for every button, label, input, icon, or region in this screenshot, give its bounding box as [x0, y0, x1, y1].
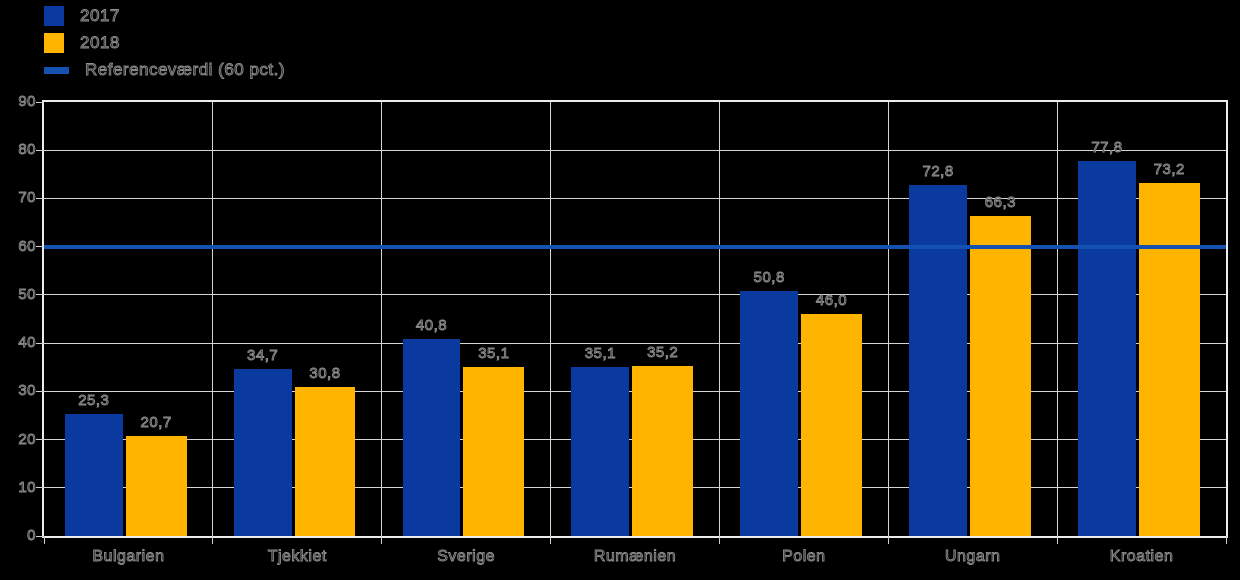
- bar-label-2017-polen: 50,8: [753, 269, 785, 287]
- x-axis-label-rum-nien: Rumænien: [593, 548, 677, 566]
- y-axis-tick-label: 50: [18, 285, 36, 303]
- x-axis-label-sverige: Sverige: [437, 548, 495, 566]
- legend-swatch-reference-line: [44, 66, 69, 74]
- bar-2017-bulgarien: [64, 414, 123, 536]
- bar-label-2018-sverige: 35,1: [478, 344, 510, 362]
- legend-swatch-2017: [44, 6, 64, 26]
- bar-label-2017-sverige: 40,8: [415, 317, 448, 335]
- y-axis-tick-mark: [36, 439, 44, 441]
- bar-label-2018-kroatien: 73,2: [1153, 161, 1185, 179]
- bar-label-2018-bulgarien: 20,7: [140, 414, 172, 432]
- y-axis-tick-label: 30: [18, 382, 36, 400]
- x-axis-label-tjekkiet: Tjekkiet: [267, 548, 327, 566]
- gridline-vertical: [887, 102, 889, 536]
- bar-2017-rum-nien: [571, 366, 630, 536]
- bar-2018-polen: [801, 314, 862, 536]
- y-axis-tick-label: 80: [18, 141, 36, 159]
- category-ungarn: 72,8 66,3 Ungarn: [888, 102, 1057, 565]
- bar-2018-bulgarien: [125, 436, 187, 536]
- legend-item-2017: 2017: [44, 6, 285, 26]
- gridline-vertical: [212, 102, 214, 536]
- x-axis-tick-mark: [381, 536, 383, 544]
- gridline-horizontal: [44, 197, 1226, 199]
- category-tjekkiet: 34,7 30,8 Tjekkiet: [213, 102, 382, 565]
- y-axis-tick-mark: [36, 197, 44, 199]
- y-axis-tick-label: 70: [18, 189, 36, 207]
- legend-label-reference-line: Referenceværdi (60 pct.): [85, 60, 286, 80]
- bar-label-2018-polen: 46,0: [815, 292, 848, 310]
- reference-line: [44, 244, 1226, 249]
- bar-2017-kroatien: [1078, 160, 1136, 536]
- gridline-vertical: [381, 102, 383, 536]
- gridline-vertical: [550, 102, 552, 536]
- y-axis-tick-label: 90: [18, 93, 36, 111]
- bar-label-2017-bulgarien: 25,3: [78, 392, 110, 410]
- bar-2017-tjekkiet: [233, 368, 292, 536]
- gridline-vertical: [1056, 102, 1058, 536]
- x-axis-tick-mark: [718, 536, 720, 544]
- category-sverige: 40,8 35,1 Sverige: [382, 102, 551, 565]
- y-axis-tick-label: 40: [18, 334, 36, 352]
- x-axis-tick-mark: [887, 536, 889, 544]
- bar-label-2018-rum-nien: 35,2: [647, 344, 679, 362]
- bar-2017-ungarn: [909, 184, 967, 536]
- gridline-horizontal: [44, 294, 1226, 296]
- bar-2018-kroatien: [1138, 183, 1200, 536]
- bar-2018-rum-nien: [632, 366, 694, 536]
- y-axis-tick-label: 20: [18, 430, 36, 448]
- x-axis-label-ungarn: Ungarn: [944, 548, 1001, 566]
- bar-label-2017-ungarn: 72,8: [922, 162, 954, 181]
- x-axis-label-bulgarien: Bulgarien: [92, 548, 165, 566]
- y-axis-tick-mark: [36, 246, 44, 248]
- legend-item-2018: 2018: [44, 33, 285, 53]
- bar-label-2017-kroatien: 77,8: [1091, 138, 1123, 156]
- gridline-horizontal: [44, 342, 1226, 344]
- gridline-vertical: [718, 102, 720, 536]
- bar-2018-ungarn: [970, 216, 1031, 536]
- bar-label-2018-ungarn: 66,3: [984, 194, 1016, 212]
- x-axis-label-kroatien: Kroatien: [1109, 548, 1174, 566]
- x-axis-tick-mark: [1225, 536, 1227, 544]
- x-axis-tick-mark: [212, 536, 214, 544]
- x-axis-label-polen: Polen: [782, 548, 826, 566]
- y-axis-tick-label: 0: [27, 527, 36, 545]
- bar-2018-tjekkiet: [294, 387, 356, 536]
- bar-2017-polen: [740, 291, 799, 536]
- category-rum-nien: 35,1 35,2 Rumænien: [551, 102, 720, 565]
- x-axis-tick-mark: [550, 536, 552, 544]
- category-polen: 50,8 46,0 Polen: [719, 102, 888, 565]
- plot-area: 0 10 20 30 40 50 60 70 80 90 25,3 20,7 Bulgarien 34,7…: [18, 93, 1228, 565]
- x-axis-tick-mark: [1056, 536, 1058, 544]
- y-axis-tick-label: 60: [18, 237, 36, 255]
- gridline-horizontal: [44, 149, 1226, 151]
- category-kroatien: 77,8 73,2 Kroatien: [1057, 102, 1226, 565]
- categories-layer: 25,3 20,7 Bulgarien 34,7 30,8 Tjekkiet 40,8 35,…: [44, 102, 1226, 565]
- x-axis-tick-mark: [43, 536, 45, 544]
- bar-2018-sverige: [463, 366, 525, 536]
- y-axis-tick-mark: [36, 487, 44, 489]
- legend-label-2017: 2017: [80, 6, 120, 26]
- y-axis-tick-mark: [36, 342, 44, 344]
- legend-swatch-2018: [44, 33, 64, 53]
- bar-2017-sverige: [402, 339, 461, 536]
- bar-label-2017-rum-nien: 35,1: [584, 344, 616, 362]
- bar-label-2017-tjekkiet: 34,7: [247, 346, 279, 364]
- y-axis-tick-mark: [36, 294, 44, 296]
- legend-item-reference-line: Referenceværdi (60 pct.): [44, 60, 285, 80]
- y-axis-tick-mark: [36, 535, 44, 537]
- y-axis-tick-mark: [36, 101, 44, 103]
- y-axis-tick-mark: [36, 149, 44, 151]
- legend: 2017 2018 Referenceværdi (60 pct.): [44, 6, 285, 80]
- category-bulgarien: 25,3 20,7 Bulgarien: [44, 102, 213, 565]
- legend-label-2018: 2018: [80, 33, 120, 53]
- bar-label-2018-tjekkiet: 30,8: [309, 365, 341, 383]
- y-axis-tick-label: 10: [18, 478, 36, 496]
- y-axis-tick-mark: [36, 390, 44, 392]
